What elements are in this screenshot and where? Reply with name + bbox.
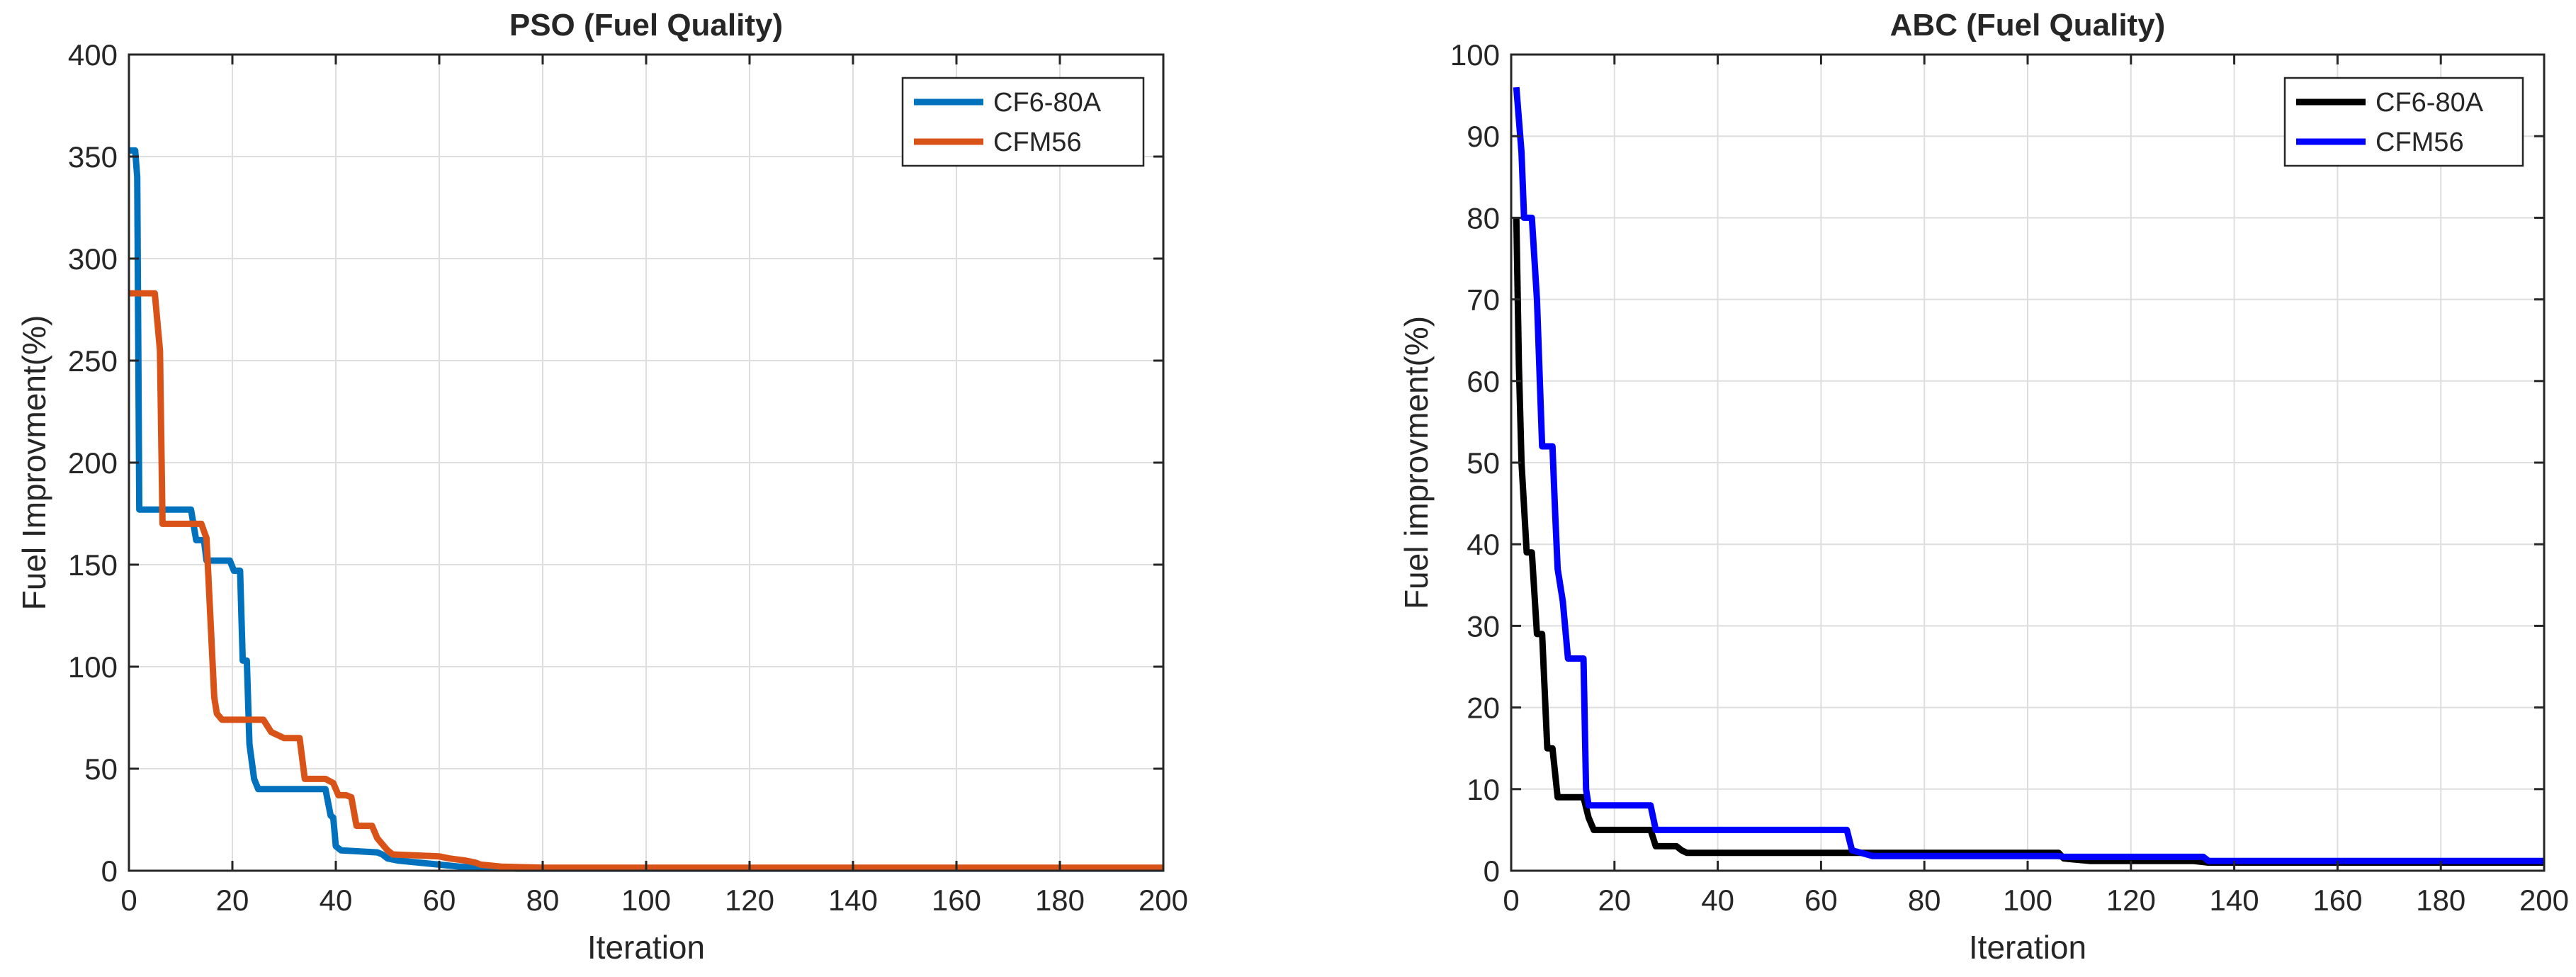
x-axis-label: Iteration <box>587 929 705 966</box>
chart-title: PSO (Fuel Quality) <box>509 8 783 43</box>
legend-label: CFM56 <box>2376 128 2464 157</box>
chart-panel-2: 0 20 40 60 80 100 120 140 160 180 200 0 10 20 30 40 50 60… <box>1398 8 2569 966</box>
y-tick-label: 0 <box>101 854 118 888</box>
series-line-cfm56 <box>129 290 1163 871</box>
series-line-cf6-80a <box>129 147 1163 872</box>
y-tick-label: 200 <box>68 446 118 480</box>
legend-label: CF6-80A <box>993 88 1102 118</box>
legend: CF6-80A CFM56 <box>901 77 1145 167</box>
x-tick-label: 40 <box>1701 883 1734 917</box>
y-tick-label: 30 <box>1467 609 1500 643</box>
x-tick-label: 80 <box>526 883 560 917</box>
y-tick-label: 250 <box>68 344 118 378</box>
y-tick-label: 350 <box>68 140 118 174</box>
legend-label: CFM56 <box>993 128 1082 157</box>
chart-title: ABC (Fuel Quality) <box>1890 8 2166 43</box>
x-tick-label: 0 <box>1503 883 1519 917</box>
y-tick-label: 20 <box>1467 691 1500 725</box>
x-tick-label: 140 <box>2210 883 2259 917</box>
legend-box <box>901 77 1145 167</box>
legend-label: CF6-80A <box>2376 88 2484 118</box>
x-tick-label: 20 <box>1598 883 1631 917</box>
x-axis-label: Iteration <box>1969 929 2086 966</box>
x-tick-label: 200 <box>2519 883 2569 917</box>
y-tick-label: 0 <box>1484 854 1500 888</box>
x-tick-label: 40 <box>320 883 353 917</box>
legend-box <box>2283 77 2524 167</box>
y-tick-label: 10 <box>1467 773 1500 806</box>
y-tick-label: 400 <box>68 38 118 72</box>
chart-panel-1: 0 20 40 60 80 100 120 140 160 180 200 0 50 100 150 200 2… <box>16 8 1188 966</box>
y-tick-label: 100 <box>68 650 118 684</box>
y-tick-label: 50 <box>84 752 118 786</box>
x-tick-label: 100 <box>621 883 671 917</box>
x-tick-label: 0 <box>120 883 137 917</box>
y-tick-label: 100 <box>1450 38 1500 72</box>
series-line-cfm56 <box>1513 86 2544 864</box>
x-tick-label: 120 <box>725 883 774 917</box>
x-tick-label: 20 <box>216 883 249 917</box>
y-tick-label: 60 <box>1467 365 1500 398</box>
x-tick-label: 140 <box>828 883 878 917</box>
y-tick-label: 50 <box>1467 446 1500 480</box>
x-tick-label: 80 <box>1908 883 1941 917</box>
x-tick-label: 120 <box>2106 883 2156 917</box>
x-tick-label: 180 <box>2416 883 2465 917</box>
legend: CF6-80A CFM56 <box>2283 77 2524 167</box>
y-tick-label: 80 <box>1467 201 1500 235</box>
x-tick-label: 60 <box>423 883 456 917</box>
y-axis-label: Fuel improvment(%) <box>1398 316 1435 609</box>
x-tick-label: 100 <box>2003 883 2052 917</box>
x-tick-label: 200 <box>1139 883 1188 917</box>
x-tick-label: 160 <box>932 883 981 917</box>
y-tick-label: 40 <box>1467 528 1500 561</box>
x-tick-label: 60 <box>1804 883 1838 917</box>
y-tick-label: 90 <box>1467 120 1500 153</box>
y-tick-label: 70 <box>1467 283 1500 317</box>
x-tick-label: 160 <box>2312 883 2362 917</box>
y-tick-label: 300 <box>68 242 118 276</box>
x-tick-label: 180 <box>1035 883 1085 917</box>
y-tick-label: 150 <box>68 548 118 582</box>
y-axis-label: Fuel Improvment(%) <box>16 315 52 611</box>
